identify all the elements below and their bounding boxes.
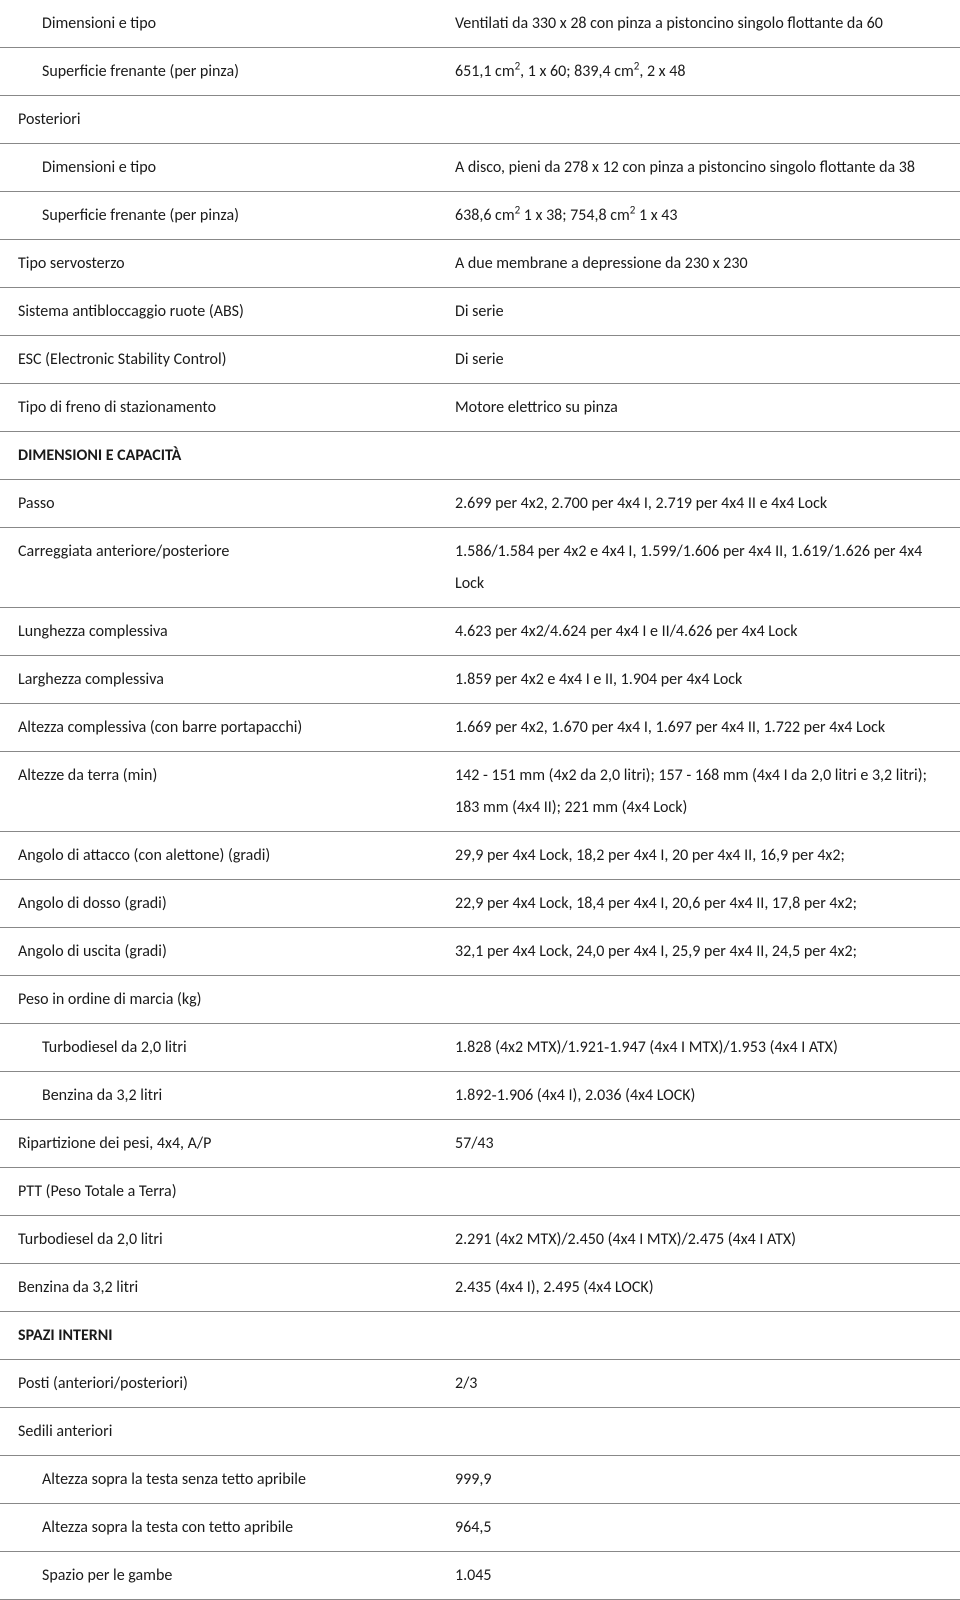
spec-value: 1.045 [455, 1560, 960, 1592]
spec-value: 1.586/1.584 per 4x2 e 4x4 I, 1.599/1.606… [455, 536, 960, 600]
table-row: Ripartizione dei pesi, 4x4, A/P57/43 [0, 1120, 960, 1168]
spec-value: 999,9 [455, 1464, 960, 1496]
table-row: Dimensioni e tipoA disco, pieni da 278 x… [0, 144, 960, 192]
table-row: Superficie frenante (per pinza)651,1 cm2… [0, 48, 960, 96]
spec-label: Angolo di dosso (gradi) [0, 888, 455, 920]
spec-table: Dimensioni e tipoVentilati da 330 x 28 c… [0, 0, 960, 1600]
spec-value: 1.859 per 4x2 e 4x4 I e II, 1.904 per 4x… [455, 664, 960, 696]
table-row: Dimensioni e tipoVentilati da 330 x 28 c… [0, 0, 960, 48]
spec-value: Di serie [455, 344, 960, 376]
spec-label: Passo [0, 488, 455, 520]
table-row: Altezze da terra (min)142 - 151 mm (4x2 … [0, 752, 960, 832]
spec-label: Carreggiata anteriore/posteriore [0, 536, 455, 568]
table-row: Benzina da 3,2 litri1.892‑1.906 (4x4 I),… [0, 1072, 960, 1120]
spec-label: Posteriori [0, 104, 455, 136]
spec-value: 2.291 (4x2 MTX)/2.450 (4x4 I MTX)/2.475 … [455, 1224, 960, 1256]
spec-value: 2.699 per 4x2, 2.700 per 4x4 I, 2.719 pe… [455, 488, 960, 520]
table-row: Sistema antibloccaggio ruote (ABS)Di ser… [0, 288, 960, 336]
table-row: Altezza complessiva (con barre portapacc… [0, 704, 960, 752]
spec-value: 22,9 per 4x4 Lock, 18,4 per 4x4 I, 20,6 … [455, 888, 960, 920]
spec-label: Spazio per le gambe [0, 1560, 455, 1592]
spec-label: ESC (Electronic Stability Control) [0, 344, 455, 376]
table-row: Angolo di attacco (con alettone) (gradi)… [0, 832, 960, 880]
spec-label: Larghezza complessiva [0, 664, 455, 696]
table-row: Tipo servosterzoA due membrane a depress… [0, 240, 960, 288]
spec-value: 964,5 [455, 1512, 960, 1544]
spec-value: 32,1 per 4x4 Lock, 24,0 per 4x4 I, 25,9 … [455, 936, 960, 968]
spec-value: 142 - 151 mm (4x2 da 2,0 litri); 157 - 1… [455, 760, 960, 824]
spec-value: 1.828 (4x2 MTX)/1.921‑1.947 (4x4 I MTX)/… [455, 1032, 960, 1064]
spec-value: 57/43 [455, 1128, 960, 1160]
table-row: Posteriori [0, 96, 960, 144]
spec-label: Benzina da 3,2 litri [0, 1272, 455, 1304]
spec-label: Altezze da terra (min) [0, 760, 455, 792]
table-row: Passo2.699 per 4x2, 2.700 per 4x4 I, 2.7… [0, 480, 960, 528]
table-row: Posti (anteriori/posteriori)2/3 [0, 1360, 960, 1408]
spec-label: Angolo di uscita (gradi) [0, 936, 455, 968]
table-row: Altezza sopra la testa senza tetto aprib… [0, 1456, 960, 1504]
table-row: Turbodiesel da 2,0 litri1.828 (4x2 MTX)/… [0, 1024, 960, 1072]
table-row: DIMENSIONI E CAPACITÀ [0, 432, 960, 480]
table-row: Superficie frenante (per pinza)638,6 cm2… [0, 192, 960, 240]
table-row: Spazio per le gambe1.045 [0, 1552, 960, 1600]
spec-label: Ripartizione dei pesi, 4x4, A/P [0, 1128, 455, 1160]
table-row: Tipo di freno di stazionamentoMotore ele… [0, 384, 960, 432]
spec-value: Di serie [455, 296, 960, 328]
table-row: Larghezza complessiva1.859 per 4x2 e 4x4… [0, 656, 960, 704]
spec-value: Ventilati da 330 x 28 con pinza a piston… [455, 8, 960, 40]
spec-label: Posti (anteriori/posteriori) [0, 1368, 455, 1400]
spec-value: 1.669 per 4x2, 1.670 per 4x4 I, 1.697 pe… [455, 712, 960, 744]
table-row: PTT (Peso Totale a Terra) [0, 1168, 960, 1216]
spec-label: Dimensioni e tipo [0, 8, 455, 40]
spec-label: Altezza sopra la testa senza tetto aprib… [0, 1464, 455, 1496]
spec-label: Peso in ordine di marcia (kg) [0, 984, 455, 1016]
spec-value: A due membrane a depressione da 230 x 23… [455, 248, 960, 280]
spec-value: Motore elettrico su pinza [455, 392, 960, 424]
spec-label: Sistema antibloccaggio ruote (ABS) [0, 296, 455, 328]
spec-label: Altezza sopra la testa con tetto apribil… [0, 1512, 455, 1544]
spec-value: 2.435 (4x4 I), 2.495 (4x4 LOCK) [455, 1272, 960, 1304]
spec-label: DIMENSIONI E CAPACITÀ [0, 440, 455, 472]
spec-label: Turbodiesel da 2,0 litri [0, 1224, 455, 1256]
table-row: Altezza sopra la testa con tetto apribil… [0, 1504, 960, 1552]
table-row: Sedili anteriori [0, 1408, 960, 1456]
table-row: Lunghezza complessiva4.623 per 4x2/4.624… [0, 608, 960, 656]
spec-value: 651,1 cm2, 1 x 60; 839,4 cm2, 2 x 48 [455, 56, 960, 88]
table-row: Turbodiesel da 2,0 litri2.291 (4x2 MTX)/… [0, 1216, 960, 1264]
spec-label: Benzina da 3,2 litri [0, 1080, 455, 1112]
table-row: Angolo di dosso (gradi)22,9 per 4x4 Lock… [0, 880, 960, 928]
spec-label: Dimensioni e tipo [0, 152, 455, 184]
table-row: Carreggiata anteriore/posteriore1.586/1.… [0, 528, 960, 608]
table-row: Benzina da 3,2 litri2.435 (4x4 I), 2.495… [0, 1264, 960, 1312]
spec-label: Angolo di attacco (con alettone) (gradi) [0, 840, 455, 872]
spec-value: 4.623 per 4x2/4.624 per 4x4 I e II/4.626… [455, 616, 960, 648]
spec-label: Superficie frenante (per pinza) [0, 200, 455, 232]
spec-label: PTT (Peso Totale a Terra) [0, 1176, 455, 1208]
spec-value: A disco, pieni da 278 x 12 con pinza a p… [455, 152, 960, 184]
spec-value: 29,9 per 4x4 Lock, 18,2 per 4x4 I, 20 pe… [455, 840, 960, 872]
table-row: SPAZI INTERNI [0, 1312, 960, 1360]
spec-label: Lunghezza complessiva [0, 616, 455, 648]
spec-label: Tipo servosterzo [0, 248, 455, 280]
spec-label: Altezza complessiva (con barre portapacc… [0, 712, 455, 744]
spec-label: Turbodiesel da 2,0 litri [0, 1032, 455, 1064]
spec-label: Superficie frenante (per pinza) [0, 56, 455, 88]
table-row: Peso in ordine di marcia (kg) [0, 976, 960, 1024]
spec-value: 2/3 [455, 1368, 960, 1400]
table-row: Angolo di uscita (gradi)32,1 per 4x4 Loc… [0, 928, 960, 976]
spec-label: SPAZI INTERNI [0, 1320, 455, 1352]
spec-label: Sedili anteriori [0, 1416, 455, 1448]
spec-label: Tipo di freno di stazionamento [0, 392, 455, 424]
spec-value: 638,6 cm2 1 x 38; 754,8 cm2 1 x 43 [455, 200, 960, 232]
table-row: ESC (Electronic Stability Control)Di ser… [0, 336, 960, 384]
spec-value: 1.892‑1.906 (4x4 I), 2.036 (4x4 LOCK) [455, 1080, 960, 1112]
